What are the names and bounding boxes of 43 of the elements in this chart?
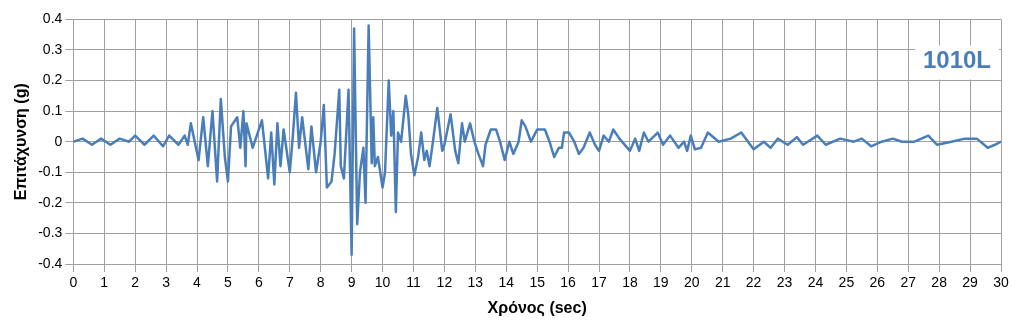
x-tick-label: 6 — [254, 274, 263, 291]
y-tick-label: 0.2 — [42, 71, 63, 88]
x-tick-label: 27 — [900, 274, 917, 291]
x-tick-label: 29 — [962, 274, 979, 291]
x-tick-label: 5 — [224, 274, 233, 291]
x-tick-label: 30 — [993, 274, 1009, 291]
x-axis-title: Χρόνος (sec) — [487, 298, 587, 317]
x-tick-label: 21 — [714, 274, 731, 291]
x-tick-label: 7 — [285, 274, 294, 291]
x-tick-label: 24 — [807, 274, 824, 291]
x-tick-label: 16 — [560, 274, 577, 291]
y-tick-label: -0.3 — [38, 224, 63, 241]
x-tick-label: 13 — [467, 274, 484, 291]
y-tick-label: -0.1 — [38, 163, 63, 180]
x-tick-label: 4 — [193, 274, 202, 291]
y-tick-label: 0 — [54, 132, 63, 149]
x-tick-label: 15 — [529, 274, 546, 291]
x-tick-label: 19 — [653, 274, 669, 291]
x-tick-label: 26 — [869, 274, 886, 291]
y-tick-label: -0.2 — [38, 193, 63, 210]
y-axis-title: Επιτάχυνση (g) — [12, 83, 30, 201]
x-tick-label: 18 — [622, 274, 638, 291]
x-tick-label: 8 — [316, 274, 325, 291]
x-tick-label: 9 — [347, 274, 356, 291]
x-tick-label: 10 — [374, 274, 391, 291]
x-tick-label: 23 — [776, 274, 793, 291]
x-tick-label: 3 — [162, 274, 171, 291]
x-tick-label: 0 — [69, 274, 78, 291]
y-tick-label: 0.1 — [42, 101, 63, 118]
x-tick-label: 14 — [498, 274, 515, 291]
x-tick-label: 20 — [683, 274, 700, 291]
x-tick-label: 12 — [436, 274, 453, 291]
y-tick-label: -0.4 — [38, 254, 63, 271]
x-tick-label: 2 — [131, 274, 140, 291]
x-tick-label: 17 — [591, 274, 607, 291]
x-tick-label: 11 — [406, 274, 421, 291]
x-tick-label: 22 — [745, 274, 762, 291]
annotation: 1010L — [922, 46, 991, 74]
x-tick-label: 28 — [931, 274, 948, 291]
x-tick-label: 25 — [838, 274, 855, 291]
x-tick-label: 1 — [100, 274, 109, 291]
y-tick-label: 0.3 — [42, 40, 63, 57]
y-tick-label: 0.4 — [42, 10, 63, 27]
